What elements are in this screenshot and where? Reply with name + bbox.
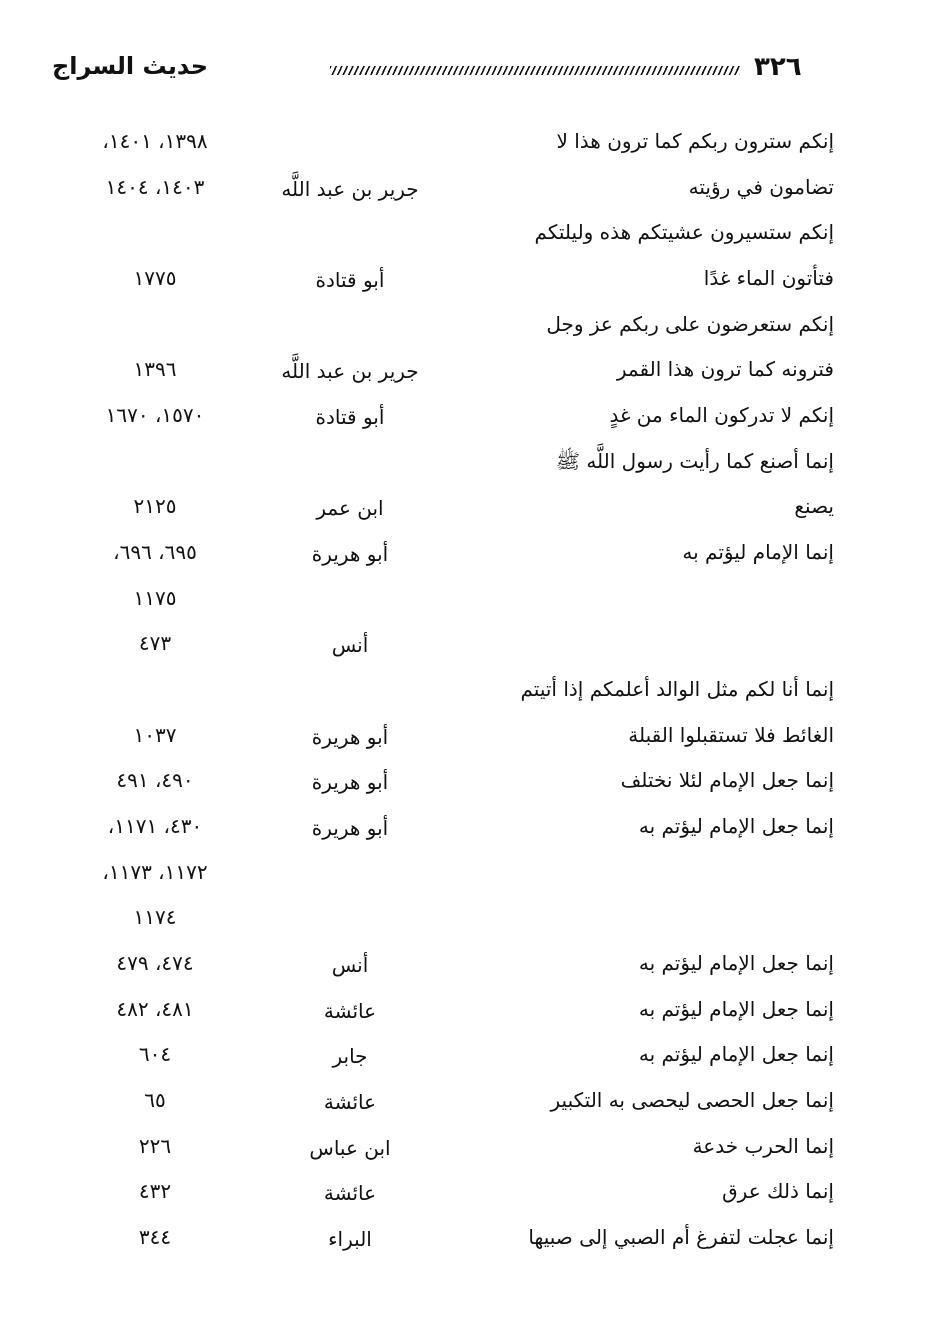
- reference-numbers: ١١٧٤: [133, 905, 177, 930]
- reference-numbers: ١٣٩٨، ١٤٠١،: [102, 129, 208, 153]
- header-divider: [330, 66, 740, 75]
- narrator: أنس: [331, 633, 369, 658]
- index-row: إنما عجلت لتفرغ أم الصبي إلى صبيها البراء…: [0, 1221, 936, 1261]
- narrator: أبو هريرة: [311, 770, 389, 795]
- reference-numbers: ٤٨١، ٤٨٢: [116, 996, 194, 1021]
- index-row: إنما الحرب خدعة ابن عباس ٢٢٦: [0, 1130, 936, 1170]
- index-row: تضامون في رؤيته جرير بن عبد اللَّه ١٤٠٣، ١…: [0, 171, 936, 211]
- hadith-text: فتأتون الماء غدًا: [703, 266, 834, 290]
- narrator: جرير بن عبد اللَّه: [281, 176, 419, 201]
- index-row: إنما جعل الإمام ليؤتم به أنس ٤٧٤، ٤٧٩: [0, 947, 936, 987]
- reference-numbers: ١١٧٢، ١١٧٣،: [102, 859, 208, 884]
- index-row: فترونه كما ترون هذا القمر جرير بن عبد الل…: [0, 353, 936, 393]
- hadith-text: إنما ذلك عرق: [722, 1179, 834, 1204]
- hadith-text: إنما الحرب خدعة: [692, 1133, 834, 1158]
- index-row: فتأتون الماء غدًا أبو قتادة ١٧٧٥: [0, 262, 936, 302]
- reference-numbers: ١٧٧٥: [133, 266, 177, 290]
- hadith-text: إنما جعل الإمام ليؤتم به: [638, 951, 834, 976]
- narrator: عائشة: [323, 1181, 377, 1206]
- hadith-text: إنما جعل الإمام ليؤتم به: [638, 1042, 834, 1067]
- index-row: إنما ذلك عرق عائشة ٤٣٢: [0, 1175, 936, 1215]
- hadith-text: إنكم ستسيرون عشيتكم هذه وليلتكم: [534, 220, 834, 245]
- narrator: ابن عباس: [309, 1135, 391, 1160]
- reference-numbers: ٤٩٠، ٤٩١: [116, 768, 194, 793]
- narrator: أنس: [331, 953, 369, 978]
- hadith-text: تضامون في رؤيته: [688, 174, 834, 199]
- page-number: ٣٢٦: [754, 52, 802, 82]
- narrator: أبو قتادة: [315, 405, 385, 430]
- index-row: إنكم ستسيرون عشيتكم هذه وليلتكم: [0, 216, 936, 256]
- hadith-text: إنما جعل الحصى ليحصى به التكبير: [550, 1088, 834, 1113]
- hadith-text: إنكم سترون ربكم كما ترون هذا لا: [556, 129, 834, 153]
- narrator: جابر: [332, 1044, 368, 1069]
- narrator: أبو هريرة: [311, 542, 389, 567]
- index-row: ١١٧٤: [0, 901, 936, 941]
- reference-numbers: ٢١٢٥: [133, 494, 177, 519]
- reference-numbers: ١٠٣٧: [133, 722, 177, 747]
- index-row: ١١٧٥: [0, 582, 936, 622]
- index-row: إنكم ستعرضون على ربكم عز وجل: [0, 308, 936, 348]
- index-row: إنكم لا تدركون الماء من غدٍ أبو قتادة ١٥٧٠…: [0, 399, 936, 439]
- hadith-text: يصنع: [794, 494, 834, 519]
- hadith-text: إنما جعل الإمام ليؤتم به: [638, 814, 834, 839]
- narrator: البراء: [328, 1227, 372, 1252]
- reference-numbers: ٤٧٣: [138, 631, 172, 656]
- reference-numbers: ١٥٧٠، ١٦٧٠: [105, 403, 205, 428]
- index-row: أنس ٤٧٣: [0, 627, 936, 667]
- hadith-text: إنكم لا تدركون الماء من غدٍ: [609, 403, 834, 428]
- index-row: إنما جعل الإمام لئلا نختلف أبو هريرة ٤٩٠، …: [0, 764, 936, 804]
- narrator: أبو هريرة: [311, 816, 389, 841]
- narrator: عائشة: [323, 1090, 377, 1115]
- hadith-text: إنما أنا لكم مثل الوالد أعلمكم إذا أتيتم: [520, 677, 834, 702]
- reference-numbers: ٦٥: [144, 1088, 166, 1113]
- index-row: إنما جعل الحصى ليحصى به التكبير عائشة ٦٥: [0, 1084, 936, 1124]
- narrator: ابن عمر: [316, 496, 384, 521]
- reference-numbers: ٤٣٠، ١١٧١،: [107, 814, 203, 839]
- index-row: إنما جعل الإمام ليؤتم به عائشة ٤٨١، ٤٨٢: [0, 993, 936, 1033]
- index-row: إنما الإمام ليؤتم به أبو هريرة ٦٩٥، ٦٩٦،: [0, 536, 936, 576]
- hadith-text: إنما جعل الإمام لئلا نختلف: [620, 768, 834, 793]
- index-row: إنكم سترون ربكم كما ترون هذا لا ١٣٩٨، ١٤٠…: [0, 125, 936, 165]
- index-row: يصنع ابن عمر ٢١٢٥: [0, 490, 936, 530]
- index-row: إنما جعل الإمام ليؤتم به أبو هريرة ٤٣٠، ١١…: [0, 810, 936, 850]
- reference-numbers: ٦٠٤: [138, 1042, 172, 1067]
- hadith-text: إنما جعل الإمام ليؤتم به: [638, 996, 834, 1021]
- running-title: حديث السراج: [52, 52, 209, 80]
- reference-numbers: ٢٢٦: [138, 1133, 172, 1158]
- narrator: عائشة: [323, 998, 377, 1023]
- reference-numbers: ٤٧٤، ٤٧٩: [116, 951, 194, 976]
- hadith-text: الغائط فلا تستقبلوا القبلة: [628, 722, 834, 747]
- hadith-text: إنما عجلت لتفرغ أم الصبي إلى صبيها: [528, 1225, 834, 1250]
- hadith-text: إنكم ستعرضون على ربكم عز وجل: [546, 311, 834, 336]
- reference-numbers: ٣٤٤: [138, 1225, 172, 1250]
- index-row: إنما أصنع كما رأيت رسول اللَّه ﷺ: [0, 445, 936, 485]
- hadith-text: إنما الإمام ليؤتم به: [682, 540, 834, 565]
- index-row: إنما جعل الإمام ليؤتم به جابر ٦٠٤: [0, 1038, 936, 1078]
- reference-numbers: ١٤٠٣، ١٤٠٤: [105, 174, 205, 199]
- index-row: ١١٧٢، ١١٧٣،: [0, 856, 936, 896]
- index-row: الغائط فلا تستقبلوا القبلة أبو هريرة ١٠٣٧: [0, 719, 936, 759]
- hadith-text: فترونه كما ترون هذا القمر: [616, 357, 834, 382]
- reference-numbers: ١٣٩٦: [133, 357, 177, 382]
- reference-numbers: ٦٩٥، ٦٩٦،: [113, 540, 197, 565]
- narrator: أبو هريرة: [311, 724, 389, 749]
- hadith-text: إنما أصنع كما رأيت رسول اللَّه ﷺ: [555, 448, 834, 473]
- index-row: إنما أنا لكم مثل الوالد أعلمكم إذا أتيتم: [0, 673, 936, 713]
- narrator: أبو قتادة: [315, 268, 385, 292]
- narrator: جرير بن عبد اللَّه: [281, 359, 419, 384]
- reference-numbers: ٤٣٢: [138, 1179, 172, 1204]
- reference-numbers: ١١٧٥: [133, 585, 177, 610]
